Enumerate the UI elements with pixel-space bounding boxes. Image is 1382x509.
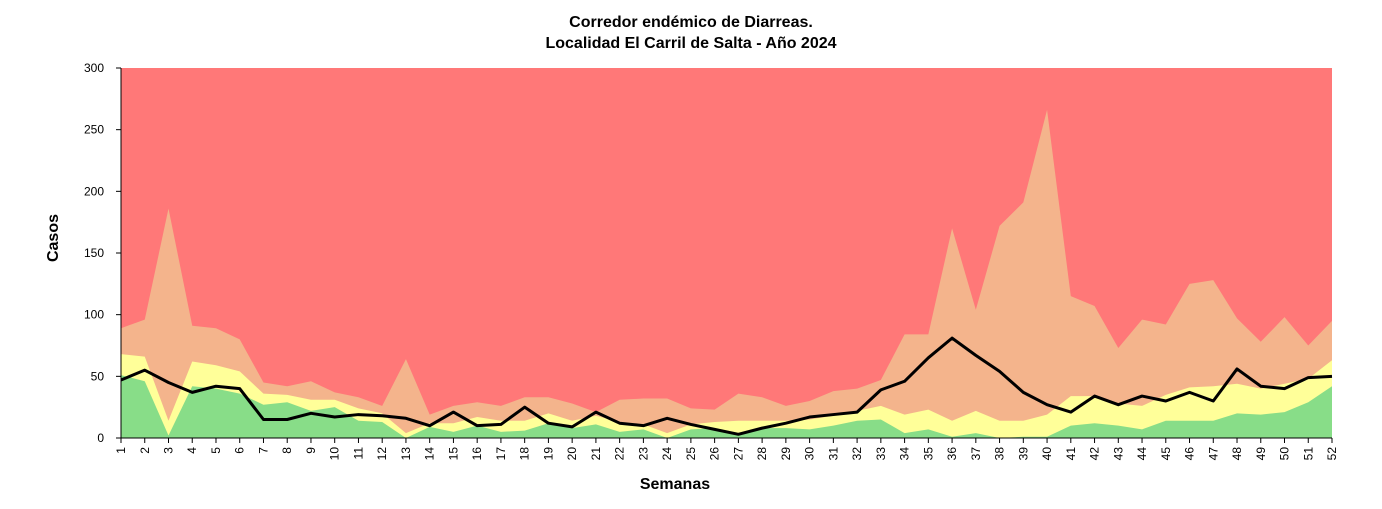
y-tick-label: 150 [84,246,104,260]
x-tick-label: 26 [708,447,722,461]
x-tick-label: 9 [304,447,318,454]
x-tick-label: 13 [399,447,413,461]
x-tick-label: 11 [351,447,365,460]
y-tick-label: 250 [84,123,104,137]
x-tick-label: 24 [660,447,674,461]
x-tick-label: 31 [826,447,840,461]
x-tick-label: 23 [636,447,650,461]
x-tick-label: 38 [993,447,1007,461]
x-tick-label: 33 [874,447,888,461]
x-tick-label: 4 [185,447,199,454]
x-tick-label: 15 [446,447,460,461]
x-tick-label: 2 [138,447,152,454]
x-tick-label: 42 [1088,447,1102,461]
x-tick-label: 43 [1111,447,1125,461]
chart-title: Corredor endémico de Diarreas. [569,14,813,31]
x-tick-label: 1 [114,447,128,454]
x-tick-label: 20 [565,447,579,461]
x-tick-label: 39 [1016,447,1030,461]
x-tick-label: 6 [233,447,247,454]
y-axis-label: Casos [45,214,62,262]
x-tick-label: 28 [755,447,769,461]
x-tick-label: 5 [209,447,223,454]
y-tick-label: 200 [84,184,104,198]
area-exito [121,375,1332,438]
x-tick-label: 18 [518,447,532,461]
x-tick-label: 46 [1183,447,1197,461]
x-tick-label: 51 [1301,447,1315,461]
x-tick-label: 17 [494,447,508,461]
x-tick-label: 44 [1135,447,1149,461]
x-tick-label: 7 [256,447,270,454]
x-tick-label: 10 [328,447,342,461]
y-tick-label: 50 [91,369,105,383]
x-tick-label: 22 [613,447,627,461]
x-tick-label: 29 [779,447,793,461]
x-tick-label: 36 [945,447,959,461]
x-tick-label: 8 [280,447,294,454]
chart-title-block: Corredor endémico de Diarreas. Localidad… [0,12,1382,54]
series-line-casos [120,336,1333,436]
x-tick-label: 19 [541,447,555,461]
x-tick-label: 3 [161,447,175,454]
y-tick-label: 100 [84,308,104,322]
x-tick-label: 52 [1325,447,1339,461]
x-tick-label: 41 [1064,447,1078,461]
x-tick-label: 30 [803,447,817,461]
x-tick-label: 45 [1159,447,1173,461]
x-tick-label: 25 [684,447,698,461]
area-layers [121,68,1332,439]
area-alerta [121,109,1332,439]
chart-subtitle: Localidad El Carril de Salta - Año 2024 [545,35,837,52]
x-tick-label: 47 [1206,447,1220,461]
x-tick-label: 48 [1230,447,1244,461]
x-tick-label: 49 [1254,447,1268,461]
x-tick-label: 12 [375,447,389,461]
x-tick-label: 16 [470,447,484,461]
line-layer [120,336,1333,436]
x-tick-label: 14 [423,447,437,461]
x-tick-label: 50 [1278,447,1292,461]
y-tick-label: 300 [84,61,104,75]
y-tick-label: 0 [97,431,104,445]
x-tick-label: 27 [731,447,745,461]
x-tick-label: 21 [589,447,603,461]
x-tick-label: 37 [969,447,983,461]
x-tick-label: 32 [850,447,864,461]
x-tick-label: 35 [921,447,935,461]
x-tick-label: 34 [898,447,912,461]
x-axis-label: Semanas [640,476,710,493]
x-tick-label: 40 [1040,447,1054,461]
